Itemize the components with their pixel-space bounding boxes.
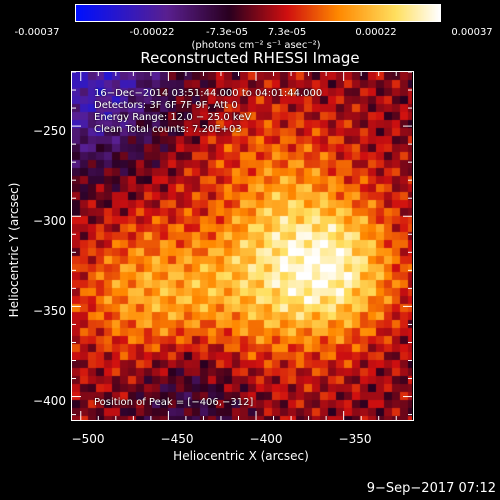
colorbar-tick-3: -7.3e-05 [206, 27, 248, 38]
annotation-clean: Clean Total counts: 7.20E+03 [94, 124, 242, 135]
colorbar-tick-1: -0.00037 [14, 27, 60, 38]
annotation-energy: Energy Range: 12.0 − 25.0 keV [94, 112, 252, 123]
y-tick-label: −400 [33, 394, 66, 408]
colorbar [76, 5, 440, 21]
y-tick-label: −250 [33, 124, 66, 138]
chart-title: Reconstructed RHESSI Image [140, 49, 360, 67]
colorbar-frame [75, 4, 441, 22]
annotation-peak: Position of Peak = [−406,−312] [94, 397, 254, 408]
y-axis-label: Heliocentric Y (arcsec) [7, 182, 21, 318]
x-tick-label: −450 [160, 432, 194, 446]
colorbar-tick-6: 0.00037 [451, 27, 493, 38]
y-tick-label: −350 [33, 304, 66, 318]
heatmap-image [72, 72, 412, 420]
x-axis-label: Heliocentric X (arcsec) [173, 449, 309, 463]
annotation-time: 16−Dec−2014 03:51:44.000 to 04:01:44.000 [94, 88, 323, 99]
annotation-detectors: Detectors: 3F 6F 7F 9F, Att 0 [94, 100, 238, 111]
plot-frame [71, 71, 414, 421]
colorbar-tick-5: 0.00022 [355, 27, 397, 38]
timestamp: 9−Sep−2017 07:12 [366, 481, 496, 496]
y-tick-label: −300 [33, 214, 66, 228]
x-tick-label: −400 [249, 432, 283, 446]
colorbar-tick-4: 7.3e-05 [267, 27, 307, 38]
x-tick-label: −350 [338, 432, 372, 446]
colorbar-units: (photons cm⁻² s⁻¹ asec⁻²) [191, 40, 321, 51]
colorbar-tick-2: -0.00022 [129, 27, 175, 38]
x-tick-label: −500 [71, 432, 105, 446]
